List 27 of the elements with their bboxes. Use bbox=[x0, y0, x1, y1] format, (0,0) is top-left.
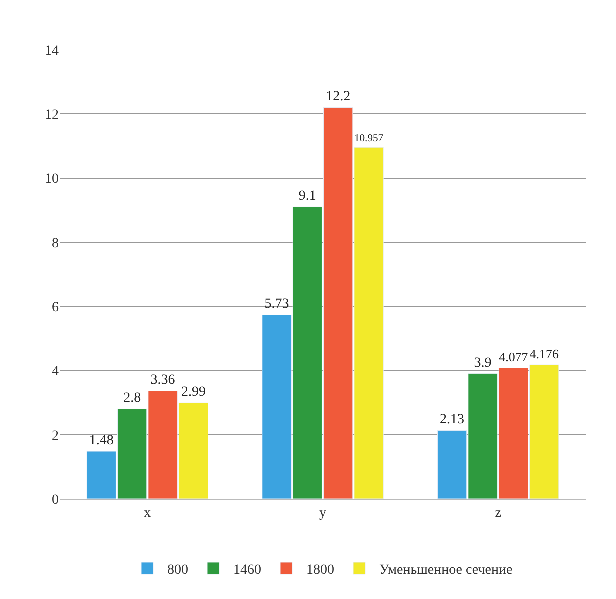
data-label: 1.48 bbox=[89, 434, 114, 449]
legend-label: 1460 bbox=[234, 562, 262, 578]
x-tick-label: z bbox=[495, 506, 502, 521]
legend-label: 1800 bbox=[306, 562, 334, 578]
x-tick-label: x bbox=[144, 506, 152, 521]
data-label: 9.1 bbox=[298, 189, 316, 204]
data-label: 2.8 bbox=[124, 391, 142, 406]
data-label: 3.36 bbox=[150, 373, 176, 388]
x-tick-label: y bbox=[320, 506, 326, 521]
y-tick-label: 2 bbox=[52, 428, 59, 444]
legend-label: Уменьшенное сечение bbox=[380, 562, 513, 578]
y-tick-label: 14 bbox=[45, 44, 59, 59]
legend-label: 800 bbox=[168, 562, 188, 578]
y-tick-label: 8 bbox=[52, 236, 59, 252]
data-label: 4.077 bbox=[499, 350, 529, 365]
data-label: 2.13 bbox=[440, 412, 465, 428]
data-label: 12.2 bbox=[326, 90, 351, 105]
data-label: 2.99 bbox=[181, 385, 206, 400]
y-tick-label: 12 bbox=[45, 108, 59, 124]
y-tick-label: 10 bbox=[45, 172, 59, 188]
data-label: 3.9 bbox=[474, 356, 492, 371]
data-label: 4.176 bbox=[530, 346, 560, 362]
data-label: 10.957 bbox=[354, 134, 384, 145]
data-label: 5.73 bbox=[264, 297, 290, 312]
y-tick-label: 0 bbox=[52, 492, 59, 508]
y-tick-label: 6 bbox=[52, 300, 59, 316]
y-tick-label: 4 bbox=[52, 364, 59, 380]
